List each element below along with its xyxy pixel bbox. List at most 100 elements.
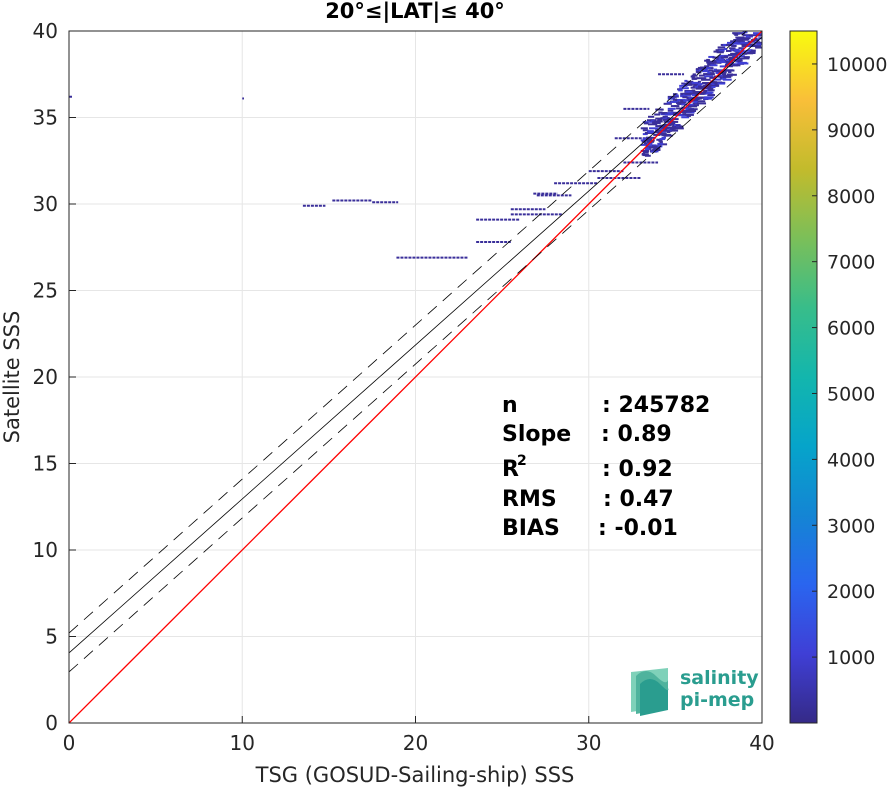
density-cell <box>738 55 745 58</box>
density-cell <box>684 92 695 95</box>
density-cell <box>683 93 691 96</box>
y-tick-label: 35 <box>33 106 58 130</box>
density-cell <box>692 90 703 93</box>
density-cell <box>640 139 645 142</box>
density-cell <box>644 148 652 151</box>
density-cell <box>687 105 692 108</box>
colorbar-tick-label: 4000 <box>827 449 875 471</box>
y-tick-label: 30 <box>33 192 58 216</box>
density-cell <box>653 145 658 148</box>
density-cell <box>717 75 722 78</box>
x-tick-label: 0 <box>63 731 76 755</box>
density-cell <box>719 65 726 68</box>
density-cell <box>642 137 649 140</box>
density-cell <box>641 153 646 156</box>
density-cell <box>673 118 679 121</box>
density-cell <box>675 94 679 97</box>
colorbar-tick-label: 10000 <box>827 54 887 76</box>
density-cell <box>685 113 694 116</box>
density-cell <box>722 75 732 78</box>
density-cell <box>731 44 737 47</box>
density-cell <box>659 138 666 141</box>
density-cell <box>655 125 663 128</box>
density-cell <box>661 136 666 139</box>
density-cell <box>705 86 714 89</box>
density-cell <box>717 82 726 85</box>
density-cell <box>671 117 676 120</box>
density-cell <box>725 49 732 52</box>
density-cell <box>740 41 750 44</box>
density-cell <box>721 77 727 80</box>
density-cell <box>672 95 679 98</box>
density-cell <box>749 43 756 46</box>
density-cell <box>695 69 702 72</box>
density-cell <box>657 132 667 135</box>
density-cell <box>714 61 722 64</box>
density-cell <box>725 43 734 46</box>
density-cell <box>662 115 668 118</box>
colorbar-tick-label: 7000 <box>827 252 875 274</box>
density-cell <box>742 34 750 37</box>
stat-rms-label: RMS <box>502 487 557 512</box>
density-cell <box>690 109 697 112</box>
density-cell <box>739 50 746 53</box>
density-cell <box>677 88 683 91</box>
density-cell <box>685 90 695 93</box>
chart-title: 20°≤|LAT|≤ 40° <box>325 0 505 24</box>
density-cell <box>649 146 657 149</box>
density-cell <box>644 154 651 157</box>
density-cell <box>732 64 738 67</box>
stat-n-value: : 245782 <box>602 393 710 418</box>
colorbar-tick-label: 3000 <box>827 515 875 537</box>
density-cell <box>689 108 698 111</box>
y-tick-label: 15 <box>33 452 58 476</box>
density-cell <box>724 69 735 72</box>
density-cell <box>642 129 649 132</box>
density-cell <box>640 149 650 152</box>
colorbar-tick-label: 6000 <box>827 318 875 340</box>
density-cell <box>710 84 720 87</box>
density-cell <box>734 48 740 51</box>
density-cell <box>653 133 660 136</box>
density-cell <box>738 47 745 50</box>
density-cell <box>703 90 708 93</box>
density-cell <box>673 127 684 130</box>
density-cell <box>709 62 715 65</box>
reference-lines <box>69 31 762 723</box>
density-cell <box>735 36 745 39</box>
density-cell <box>684 82 693 85</box>
density-cell <box>708 89 715 92</box>
density-cell <box>706 73 715 76</box>
density-cell <box>734 53 741 56</box>
density-cell <box>704 75 714 78</box>
density-cell <box>696 71 702 74</box>
stat-bias-label: BIAS <box>502 516 560 541</box>
density-cell <box>743 56 749 59</box>
ref-line-fit <box>69 36 762 654</box>
density-cell <box>750 49 756 52</box>
density-cell <box>655 117 664 120</box>
density-cell <box>710 64 718 67</box>
density-cell <box>741 57 750 60</box>
density-cell <box>653 145 663 148</box>
density-cell <box>697 96 706 99</box>
density-cell <box>676 114 687 117</box>
density-cell <box>738 38 744 41</box>
density-cell <box>684 79 688 82</box>
logo-line2: pi-mep <box>680 689 754 711</box>
density-cell <box>736 64 741 67</box>
density-cell <box>687 105 698 108</box>
density-cell <box>681 116 690 119</box>
density-cell <box>699 92 705 95</box>
density-cell <box>667 97 675 100</box>
density-cell <box>642 133 648 136</box>
y-tick-label: 20 <box>33 365 58 389</box>
density-cell <box>722 78 732 81</box>
density-cell <box>691 93 699 96</box>
density-cell <box>733 38 739 41</box>
density-cell <box>703 73 708 76</box>
density-cell <box>707 91 714 94</box>
density-cell <box>672 112 681 115</box>
density-cell <box>649 127 659 130</box>
